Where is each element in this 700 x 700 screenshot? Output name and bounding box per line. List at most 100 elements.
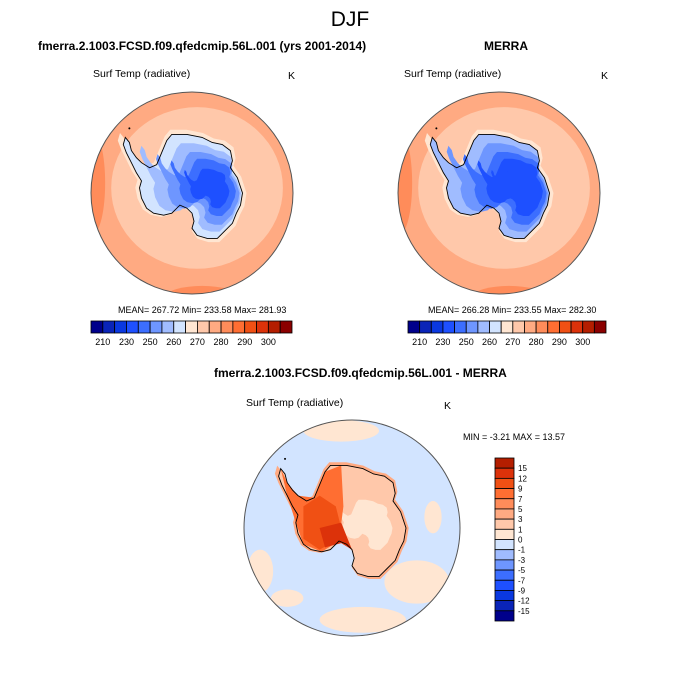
panel-2-units-label: K — [601, 70, 609, 82]
colorbar-box — [102, 320, 116, 334]
colorbar-box — [494, 569, 515, 581]
colorbar-tick-label: -5 — [518, 566, 526, 575]
colorbar-box — [593, 320, 607, 334]
colorbar-tick-label: -7 — [518, 576, 526, 585]
colorbar-box — [512, 320, 525, 334]
panel-1-stats: MEAN= 267.72 Min= 233.58 Max= 281.93 — [118, 305, 287, 315]
panel-2-stats: MEAN= 266.28 Min= 233.55 Max= 282.30 — [428, 305, 597, 315]
map-panel-3 — [243, 419, 461, 637]
colorbar-box — [149, 320, 163, 334]
colorbar-tick-label: -12 — [518, 597, 530, 606]
anomaly-patch — [271, 589, 304, 607]
colorbar-tick-label: 270 — [505, 337, 520, 347]
map-panel-1 — [90, 91, 294, 295]
colorbar-box — [126, 320, 139, 334]
ice-sheet — [184, 168, 230, 209]
colorbar-box — [477, 320, 490, 334]
colorbar-box — [161, 320, 175, 334]
colorbar-tick-label: -9 — [518, 586, 526, 595]
colorbar-tick-label: 230 — [435, 337, 450, 347]
colorbar-box — [137, 320, 151, 334]
colorbar-box — [430, 320, 444, 334]
panel-1-units-label: K — [288, 70, 296, 82]
colorbar-tick-label: 7 — [518, 495, 523, 504]
colorbar-box — [419, 320, 432, 334]
colorbar-tick-label: 300 — [575, 337, 590, 347]
ocean-field — [473, 285, 545, 294]
anomaly-patch — [424, 501, 442, 534]
colorbar-tick-label: 250 — [143, 337, 158, 347]
island-marker — [128, 127, 131, 130]
colorbar-box — [494, 477, 515, 489]
colorbar-tick-label: 12 — [518, 474, 527, 483]
colorbar-box — [220, 320, 234, 334]
colorbar-box — [582, 320, 595, 334]
colorbar-box — [500, 320, 514, 334]
colorbar-box — [570, 320, 584, 334]
colorbar-tick-label: 290 — [552, 337, 567, 347]
colorbar-tick-label: 300 — [261, 337, 276, 347]
colorbar-tick-label: 270 — [190, 337, 205, 347]
ocean-field — [398, 132, 413, 234]
anomaly-patch — [247, 549, 274, 593]
anomaly-region — [335, 499, 393, 550]
ice-sheet — [491, 168, 537, 209]
colorbar-box — [494, 488, 515, 500]
colorbar-tick-label: 280 — [214, 337, 229, 347]
colorbar-box — [489, 320, 502, 334]
colorbar-tick-label: 250 — [459, 337, 474, 347]
island-marker — [435, 127, 438, 130]
colorbar-box — [524, 320, 537, 334]
colorbar-box — [494, 559, 515, 571]
colorbar-box — [279, 320, 293, 334]
colorbar-tick-label: 210 — [95, 337, 110, 347]
colorbar-tick-label: 1 — [518, 525, 523, 534]
colorbar-tick-label: -3 — [518, 556, 526, 565]
colorbar-box — [494, 610, 515, 622]
colorbar-box — [494, 467, 515, 479]
colorbar-box — [407, 320, 421, 334]
colorbar-box — [232, 320, 246, 334]
panel-3-units-label: K — [444, 400, 452, 412]
colorbar-box — [90, 320, 104, 334]
colorbar-box — [494, 539, 515, 551]
colorbar-box — [256, 320, 269, 334]
panel-3-title: fmerra.2.1003.FCSD.f09.qfedcmip.56L.001 … — [214, 366, 507, 380]
colorbar-box — [494, 518, 515, 530]
anomaly-patch — [384, 560, 450, 604]
colorbar-tick-label: -1 — [518, 546, 526, 555]
colorbar-box — [494, 528, 515, 540]
colorbar-box — [494, 549, 515, 561]
colorbar-box — [494, 579, 515, 591]
colorbar-tick-label: 280 — [529, 337, 544, 347]
colorbar-box — [197, 320, 210, 334]
figure-title: DJF — [330, 8, 370, 31]
colorbar-tick-label: 0 — [518, 536, 523, 545]
colorbar-box — [114, 320, 127, 334]
colorbar-tick-label: 260 — [482, 337, 497, 347]
colorbar-box — [494, 498, 515, 510]
colorbar-tick-label: 210 — [412, 337, 427, 347]
panel-2-variable-label: Surf Temp (radiative) — [404, 68, 502, 80]
colorbar-tick-label: 230 — [119, 337, 134, 347]
colorbar-box — [559, 320, 572, 334]
colorbar-2: 210 230 250 260 270 280 290 300 — [407, 320, 607, 347]
colorbar-tick-label: 260 — [166, 337, 181, 347]
colorbar-box — [494, 457, 515, 469]
colorbar-tick-label: 3 — [518, 515, 523, 524]
colorbar-tick-label: 15 — [518, 464, 527, 473]
colorbar-box — [208, 320, 222, 334]
colorbar-box — [244, 320, 257, 334]
colorbar-box — [454, 320, 467, 334]
colorbar-box — [494, 508, 515, 520]
anomaly-patch — [303, 420, 380, 442]
coastline — [278, 464, 407, 578]
colorbar-tick-label: 9 — [518, 485, 523, 494]
colorbar-box — [442, 320, 455, 334]
colorbar-tick-label: 290 — [237, 337, 252, 347]
colorbar-box — [465, 320, 479, 334]
island-marker — [284, 457, 287, 460]
colorbar-tick-label: 5 — [518, 505, 523, 514]
colorbar-tick-label: -15 — [518, 607, 530, 616]
